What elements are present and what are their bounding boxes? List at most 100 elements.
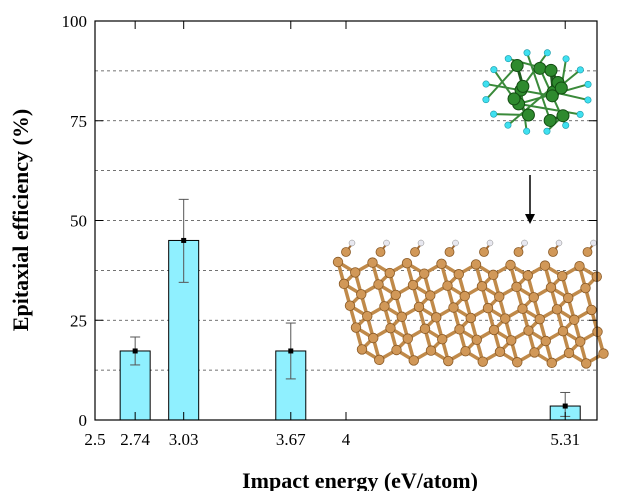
- molecule-bond: [518, 102, 581, 116]
- slab-atom: [488, 324, 500, 336]
- data-point: [181, 237, 187, 243]
- slab-atom: [350, 322, 362, 333]
- slab-atom: [470, 259, 482, 270]
- slab-atom: [367, 257, 378, 268]
- y-tick-label: 100: [62, 12, 88, 31]
- slab-atom: [575, 336, 586, 347]
- slab-atom: [539, 260, 551, 271]
- slab-atom: [385, 322, 396, 334]
- surface-atom: [582, 247, 593, 257]
- slab-atom: [419, 323, 431, 334]
- slab-atom: [505, 259, 516, 271]
- slab-atom: [332, 256, 344, 268]
- arrow-head: [525, 214, 535, 224]
- surface-hydrogen: [383, 239, 390, 247]
- surface-hydrogen: [348, 239, 356, 247]
- x-tick-label: 4: [342, 430, 351, 449]
- molecule-bond: [485, 64, 518, 101]
- slab-atom: [494, 291, 505, 302]
- data-point: [562, 403, 568, 409]
- slab-atom: [373, 279, 384, 290]
- carbon-atom: [533, 61, 547, 75]
- inset-illustration: [332, 49, 609, 369]
- axes: [94, 20, 598, 421]
- slab-atom: [396, 311, 407, 322]
- hydrogen-atom: [504, 121, 512, 129]
- slab-atom: [563, 347, 575, 359]
- hydrogen-atom: [543, 127, 551, 135]
- carbon-atom: [545, 89, 559, 103]
- hydrogen-atom: [482, 80, 490, 88]
- slab-atom: [453, 269, 464, 280]
- slab-atom: [522, 270, 533, 281]
- molecule: [482, 49, 592, 135]
- data-point: [288, 348, 294, 354]
- carbon-atom: [516, 79, 530, 93]
- slab-atom: [350, 267, 361, 278]
- surface-hydrogen: [452, 239, 459, 247]
- slab-atom: [356, 344, 368, 355]
- surface-atom: [341, 247, 351, 257]
- surface-atom: [375, 247, 386, 257]
- slab-atom: [465, 312, 476, 324]
- x-tick-label: 3.67: [276, 430, 306, 449]
- slab-atom: [557, 325, 569, 337]
- slab-atom: [442, 280, 453, 291]
- carbon-atom: [554, 81, 568, 95]
- slab-atom: [494, 346, 506, 358]
- slab-atom: [384, 267, 395, 279]
- hydrogen-atom: [490, 110, 498, 118]
- y-axis-title: Epitaxial efficiency (%): [8, 109, 33, 331]
- slab-atom: [391, 344, 402, 356]
- slab-atom: [448, 302, 459, 313]
- slab-atom: [517, 303, 528, 314]
- slab-atom: [407, 279, 419, 291]
- hydrogen-atom: [543, 49, 551, 57]
- slab-atom: [390, 289, 401, 301]
- hydrogen-atom: [490, 66, 498, 74]
- y-tick-label: 25: [70, 311, 87, 330]
- carbon-atom: [556, 109, 570, 123]
- slab-atom: [580, 282, 591, 294]
- slab-atom: [500, 313, 511, 324]
- slab-atom: [477, 356, 488, 367]
- slab-atom: [402, 333, 413, 344]
- slab-atom: [557, 270, 568, 282]
- carbon-atom: [507, 92, 521, 106]
- slab-atom: [344, 300, 356, 311]
- hydrogen-atom: [562, 55, 570, 63]
- slab-atom: [356, 289, 367, 300]
- slab-atom: [431, 312, 442, 323]
- hydrogen-atom: [482, 96, 490, 104]
- slab-atom: [488, 269, 499, 281]
- slab-atom: [437, 334, 448, 345]
- hydrogen-atom: [584, 96, 592, 104]
- surface-atom: [479, 247, 489, 257]
- tick-labels: 0 25 50 75 100 2.5 2.74 3.03 3.67 4 5.31: [62, 12, 581, 449]
- slab-atom: [528, 292, 539, 303]
- x-tick-label: 3.03: [169, 430, 199, 449]
- surface-hydrogen: [417, 239, 425, 247]
- hydrogen-atom: [576, 66, 584, 74]
- surface-hydrogen: [590, 239, 597, 247]
- hydrogen-atom: [523, 127, 531, 135]
- slab-atom: [459, 290, 470, 302]
- molecule-bond: [526, 52, 552, 121]
- x-tick-label: 5.31: [550, 430, 580, 449]
- slab-atom: [471, 334, 482, 346]
- data-point: [132, 348, 138, 354]
- x-tick-label: 2.74: [120, 430, 150, 449]
- crystal-slab: [332, 239, 609, 369]
- slab-atom: [523, 325, 534, 336]
- carbon-atom: [510, 59, 524, 73]
- slab-atom: [529, 347, 540, 358]
- carbon-atom: [543, 113, 557, 127]
- hydrogen-atom: [562, 121, 570, 129]
- slab-atom: [598, 348, 609, 359]
- surface-atom: [444, 247, 455, 257]
- bars: [119, 198, 581, 421]
- slab-atom: [569, 314, 580, 325]
- slab-atom: [425, 345, 437, 356]
- slab-atom: [506, 335, 517, 346]
